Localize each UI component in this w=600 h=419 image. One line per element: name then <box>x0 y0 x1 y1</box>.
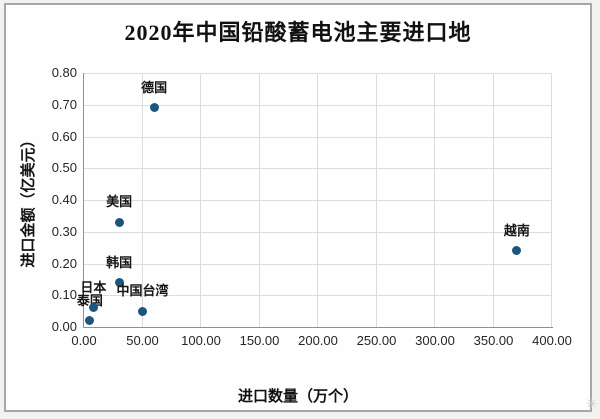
x-tick-label: 150.00 <box>239 333 280 348</box>
data-point-label: 越南 <box>503 222 530 238</box>
data-point-marker <box>114 278 124 288</box>
x-tick-label: 50.00 <box>126 333 159 348</box>
x-tick-label: 350.00 <box>473 333 514 348</box>
horizontal-gridline <box>84 263 552 265</box>
x-tick-label: 250.00 <box>356 333 397 348</box>
plot-area: 泰国 日本 韩国 中国台湾 美国 德国 越南 <box>77 73 552 327</box>
y-tick-label: 0.50 <box>51 160 77 176</box>
x-tick-label: 0.00 <box>71 333 97 348</box>
data-point-label: 美国 <box>106 194 133 210</box>
y-tick-label: 0.10 <box>51 287 77 303</box>
data-point-marker <box>138 306 147 316</box>
data-point-marker <box>88 303 98 313</box>
horizontal-gridline <box>84 136 552 138</box>
y-tick-label: 0.00 <box>51 319 77 334</box>
chart-card <box>4 3 592 412</box>
y-tick-label: 0.40 <box>51 192 77 207</box>
y-tick-label: 0.80 <box>51 65 77 80</box>
horizontal-gridline <box>84 231 552 233</box>
y-tick-label: 0.60 <box>51 128 77 144</box>
watermark-mark: ✳ <box>586 396 597 411</box>
data-point-marker <box>149 103 159 113</box>
data-point-label: 日本 <box>80 279 107 295</box>
horizontal-gridline <box>84 73 552 74</box>
horizontal-gridline <box>84 168 552 170</box>
y-tick-label: 0.70 <box>51 96 77 112</box>
data-point-label: 德国 <box>141 79 168 95</box>
y-tick-label: 0.20 <box>51 255 77 271</box>
data-point-marker <box>85 316 95 326</box>
y-tick-label: 0.30 <box>51 223 77 239</box>
horizontal-gridline <box>84 104 552 106</box>
data-point-label: 中国台湾 <box>116 283 169 299</box>
y-axis-line <box>83 73 84 328</box>
horizontal-gridline <box>84 200 552 201</box>
data-point-label: 韩国 <box>106 254 133 270</box>
x-axis-line <box>83 327 553 328</box>
data-point-marker <box>114 217 124 227</box>
x-tick-label: 100.00 <box>181 333 221 348</box>
x-tick-label: 200.00 <box>298 333 338 348</box>
data-point-marker <box>512 246 522 256</box>
x-axis-title: 进口数量（万个） <box>237 389 358 405</box>
chart-title: 2020年中国铅酸蓄电池主要进口地 <box>124 20 472 45</box>
x-tick-label: 400.00 <box>532 333 572 348</box>
x-tick-label: 300.00 <box>415 333 455 348</box>
horizontal-gridline <box>84 295 552 297</box>
